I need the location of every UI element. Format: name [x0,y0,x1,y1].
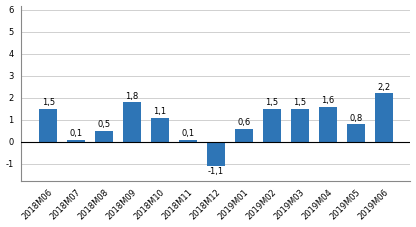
Bar [95,131,113,142]
Bar [179,140,197,142]
Text: 1,5: 1,5 [293,98,306,107]
Text: 0,1: 0,1 [69,129,83,138]
Bar [123,102,141,142]
Text: 1,8: 1,8 [126,92,139,101]
Text: 1,5: 1,5 [265,98,278,107]
Bar [374,93,393,142]
Text: 0,8: 0,8 [349,114,362,123]
Bar [263,109,281,142]
Text: 0,5: 0,5 [98,120,111,129]
Bar [319,107,337,142]
Bar [291,109,309,142]
Bar [207,142,225,166]
Bar [67,140,85,142]
Text: 1,6: 1,6 [321,96,334,105]
Text: 0,6: 0,6 [237,118,250,127]
Text: 1,1: 1,1 [154,107,166,116]
Bar [39,109,57,142]
Bar [151,118,169,142]
Text: 1,5: 1,5 [42,98,55,107]
Bar [235,128,253,142]
Bar [347,124,365,142]
Text: -1,1: -1,1 [208,168,224,176]
Text: 0,1: 0,1 [181,129,195,138]
Text: 2,2: 2,2 [377,83,390,92]
